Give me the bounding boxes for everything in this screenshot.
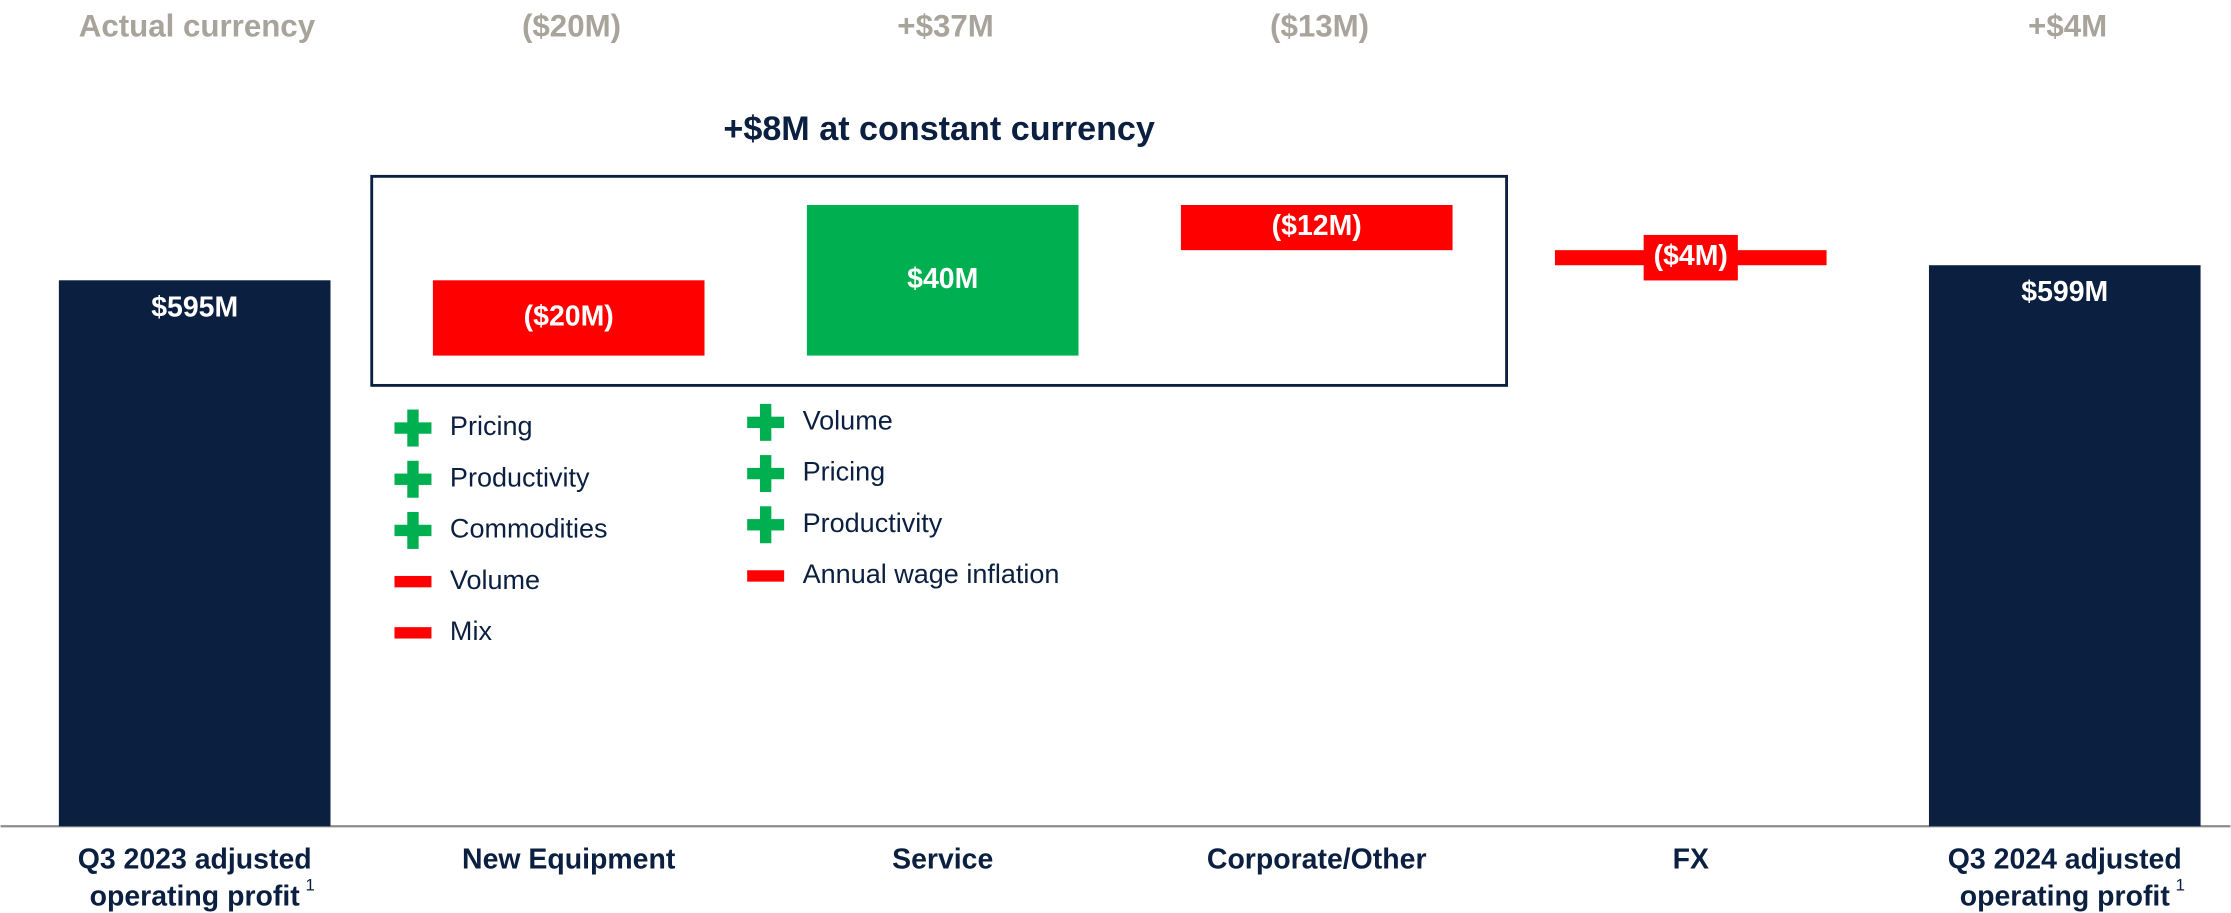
value-label: ($12M) xyxy=(1272,210,1362,242)
footnote-marker: 1 xyxy=(305,875,314,894)
actual-currency-value: +$4M xyxy=(2028,9,2107,44)
bar xyxy=(1928,265,2201,827)
value-label: $599M xyxy=(2021,276,2108,308)
x-tick-label: Q3 2024 adjusted operating profit xyxy=(1948,843,2182,912)
note-text: Pricing xyxy=(450,411,533,441)
plus-icon xyxy=(759,506,772,544)
plus-icon xyxy=(759,455,772,493)
bar xyxy=(1180,204,1453,251)
note-text: Commodities xyxy=(450,514,608,544)
note-text: Annual wage inflation xyxy=(803,559,1060,589)
plus-icon xyxy=(759,403,772,441)
actual-currency-value: ($13M) xyxy=(1270,9,1369,44)
plus-icon xyxy=(407,409,419,447)
value-label: ($4M) xyxy=(1654,240,1728,272)
plus-icon xyxy=(407,511,419,549)
x-tick-label: FX xyxy=(1673,843,1709,875)
note-text: Productivity xyxy=(450,462,590,492)
note-text: Volume xyxy=(450,565,540,595)
value-label: $40M xyxy=(907,263,978,295)
actual-currency-value: ($20M) xyxy=(522,9,621,44)
bar xyxy=(806,204,1079,356)
actual-currency-label: Actual currency xyxy=(79,9,316,44)
bar xyxy=(432,280,705,356)
bar xyxy=(58,280,331,827)
value-label-box xyxy=(1643,234,1738,281)
actual-currency-value: +$37M xyxy=(897,9,993,44)
value-label: ($20M) xyxy=(524,300,614,332)
note-text: Productivity xyxy=(803,508,943,538)
note-text: Pricing xyxy=(803,457,886,487)
note-text: Mix xyxy=(450,616,493,646)
plus-icon xyxy=(407,460,419,498)
minus-icon xyxy=(747,570,785,582)
value-label: $595M xyxy=(151,291,238,323)
minus-icon xyxy=(394,627,432,639)
x-tick-label: Service xyxy=(892,843,993,875)
x-tick-label: Corporate/Other xyxy=(1207,843,1427,875)
footnote-marker: 1 xyxy=(2176,875,2185,894)
minus-icon xyxy=(394,575,432,588)
x-tick-label: New Equipment xyxy=(462,843,676,875)
constant-currency-box xyxy=(370,174,1509,387)
x-tick-label: Q3 2023 adjusted operating profit xyxy=(78,843,312,912)
annotation: +$8M at constant currency xyxy=(723,110,1154,148)
note-text: Volume xyxy=(803,406,893,436)
